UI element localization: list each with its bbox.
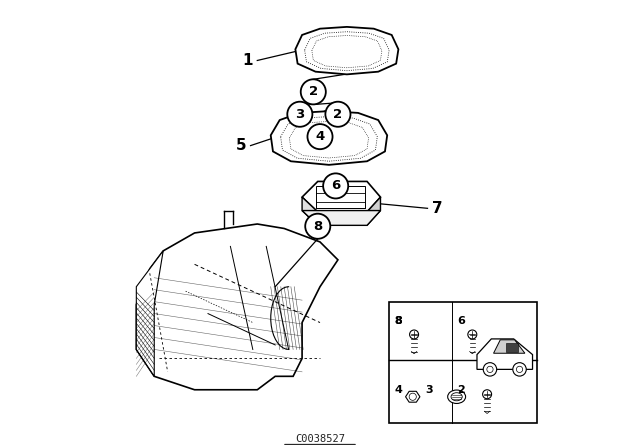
Text: 6: 6 <box>331 179 340 193</box>
Text: 5: 5 <box>236 138 246 153</box>
Bar <box>389 302 538 423</box>
Text: 7: 7 <box>432 201 443 216</box>
Text: 3: 3 <box>295 108 305 121</box>
Circle shape <box>307 124 333 149</box>
Circle shape <box>468 330 477 339</box>
Text: 2: 2 <box>308 85 318 99</box>
Polygon shape <box>136 251 163 376</box>
Text: 2: 2 <box>333 108 342 121</box>
Bar <box>506 343 518 352</box>
Text: 4: 4 <box>395 385 403 395</box>
Polygon shape <box>136 224 338 390</box>
Ellipse shape <box>448 390 466 404</box>
Text: 8: 8 <box>395 316 403 326</box>
Polygon shape <box>271 111 387 165</box>
Polygon shape <box>493 340 525 353</box>
Polygon shape <box>296 27 398 74</box>
Circle shape <box>305 214 330 239</box>
Text: 3: 3 <box>425 385 433 395</box>
Text: C0038527: C0038527 <box>295 434 345 444</box>
Text: 8: 8 <box>313 220 323 233</box>
Polygon shape <box>406 391 420 402</box>
Polygon shape <box>367 197 380 225</box>
Polygon shape <box>302 181 380 212</box>
Circle shape <box>323 173 348 198</box>
Text: 6: 6 <box>457 316 465 326</box>
Polygon shape <box>302 197 318 225</box>
Circle shape <box>325 102 351 127</box>
Text: 8: 8 <box>395 316 403 326</box>
Polygon shape <box>302 211 380 225</box>
Circle shape <box>513 363 526 376</box>
Text: 2: 2 <box>457 385 465 395</box>
Polygon shape <box>477 339 532 369</box>
Circle shape <box>516 366 523 373</box>
Circle shape <box>483 390 492 399</box>
Ellipse shape <box>451 393 462 401</box>
Text: 1: 1 <box>243 53 253 68</box>
Text: 4: 4 <box>316 130 324 143</box>
Circle shape <box>301 79 326 104</box>
Circle shape <box>483 363 497 376</box>
Circle shape <box>287 102 312 127</box>
Circle shape <box>410 330 419 339</box>
Circle shape <box>409 393 417 401</box>
Circle shape <box>487 366 493 373</box>
